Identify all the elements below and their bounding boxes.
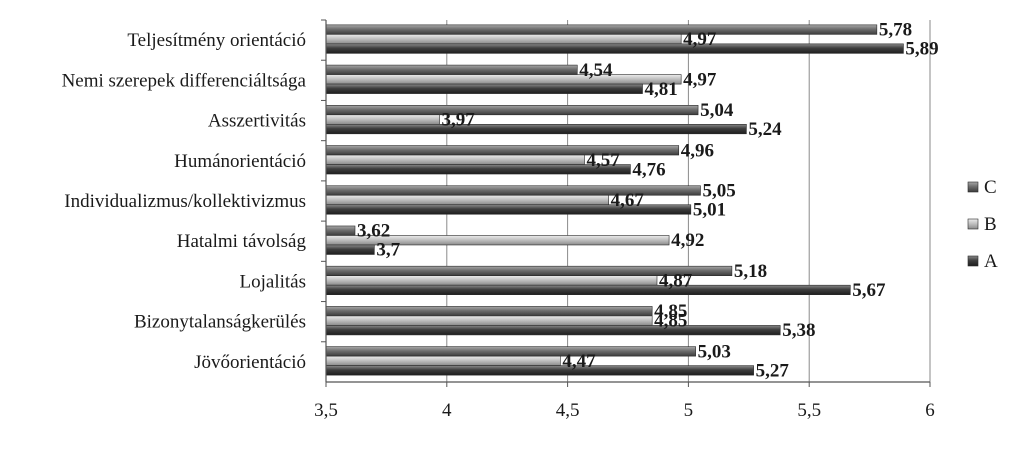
data-label-c: 5,04 — [700, 100, 734, 121]
x-tick-label: 4 — [442, 400, 452, 421]
data-label-b: 4,67 — [611, 190, 645, 211]
x-tick-label: 6 — [925, 400, 935, 421]
bar-a — [325, 325, 781, 336]
bar-b — [325, 275, 658, 286]
bar-a — [325, 284, 851, 295]
bar-b — [325, 355, 561, 366]
bar-c — [325, 105, 699, 116]
data-label-b: 4,92 — [671, 230, 704, 251]
data-label-b: 4,47 — [562, 351, 596, 372]
legend-swatch-c — [967, 181, 979, 193]
data-label-b: 4,85 — [654, 311, 687, 332]
bar-b — [325, 34, 682, 45]
bar-a — [325, 244, 375, 255]
data-label-a: 5,27 — [756, 360, 790, 381]
bar-a — [325, 164, 631, 175]
legend-swatch-b — [967, 218, 979, 230]
data-label-b: 4,57 — [587, 150, 621, 171]
data-label-b: 4,87 — [659, 270, 693, 291]
data-label-a: 4,76 — [632, 159, 665, 180]
bar-c — [325, 306, 653, 317]
legend-label-b: B — [984, 214, 997, 235]
legend-label-c: C — [984, 177, 997, 198]
category-label: Teljesítmény orientáció — [127, 30, 306, 51]
data-label-c: 5,03 — [698, 341, 731, 362]
data-label-c: 3,62 — [357, 221, 390, 242]
data-label-a: 5,67 — [852, 280, 886, 301]
category-label: Hatalmi távolság — [177, 231, 307, 252]
data-label-b: 4,97 — [683, 29, 717, 50]
legend-label-a: A — [984, 251, 998, 272]
bar-c — [325, 225, 356, 236]
bar-b — [325, 194, 609, 206]
bar-c — [325, 185, 701, 196]
bar-c — [325, 346, 696, 357]
bar-a — [325, 43, 904, 54]
category-label: Individualizmus/kollektivizmus — [64, 191, 306, 212]
bar-c — [325, 145, 680, 156]
data-label-a: 5,38 — [782, 320, 815, 341]
data-label-a: 4,81 — [644, 79, 677, 100]
data-label-a: 5,24 — [748, 119, 782, 140]
category-label: Humánorientáció — [174, 151, 306, 172]
data-label-b: 3,97 — [442, 110, 476, 131]
bar-c — [325, 64, 578, 75]
category-label: Asszertivitás — [208, 111, 306, 132]
data-label-c: 5,05 — [702, 181, 735, 202]
data-label-c: 4,85 — [654, 301, 687, 322]
bar-b — [325, 74, 682, 85]
data-label-c: 5,18 — [734, 261, 767, 282]
bar-c — [325, 24, 878, 35]
data-label-b: 4,97 — [683, 69, 717, 90]
category-label: Bizonytalanságkerülés — [134, 312, 306, 333]
bar-b — [325, 154, 585, 165]
bar-a — [325, 365, 754, 376]
bar-a — [325, 83, 643, 94]
x-tick-label: 5,5 — [797, 400, 821, 421]
bar-a — [325, 124, 747, 135]
data-label-c: 4,96 — [681, 140, 714, 161]
x-tick-label: 4,5 — [556, 400, 580, 421]
data-label-a: 5,89 — [905, 39, 938, 60]
legend-swatch-a — [967, 255, 979, 267]
bar-b — [325, 315, 653, 326]
data-label-a: 5,01 — [693, 200, 726, 221]
x-tick-label: 3,5 — [314, 400, 338, 421]
x-tick-label: 5 — [684, 400, 694, 421]
category-label: Lojalitás — [240, 271, 306, 292]
data-label-c: 4,54 — [579, 60, 613, 81]
data-label-a: 3,7 — [376, 240, 400, 261]
data-label-c: 5,78 — [879, 20, 912, 41]
category-label: Nemi szerepek differenciáltsága — [62, 70, 307, 91]
bar-b — [325, 114, 440, 125]
category-label: Jövőorientáció — [194, 352, 306, 373]
